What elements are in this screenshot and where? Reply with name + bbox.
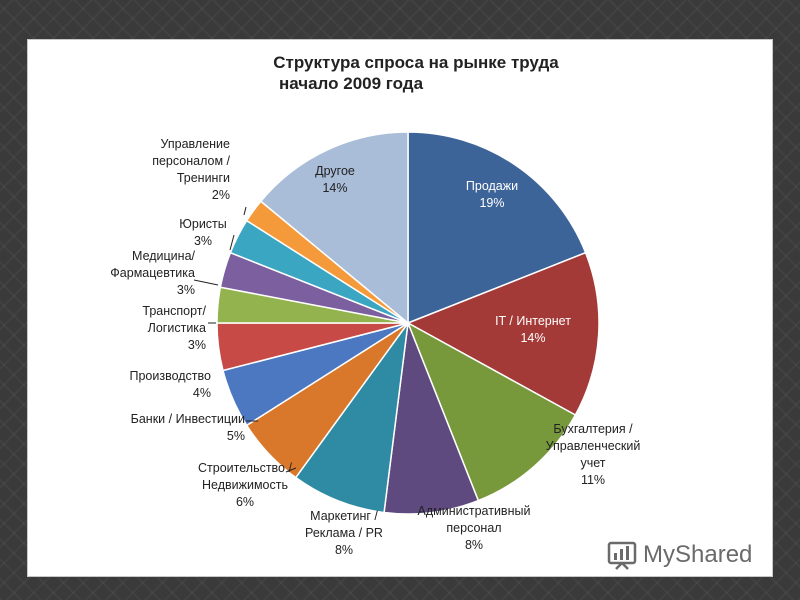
- chart-title-line2: начало 2009 года: [278, 74, 424, 93]
- slice-label-9: Медицина/Фармацевтика 3%: [110, 249, 195, 297]
- leader-line-11: [243, 206, 247, 216]
- slice-label-4: Маркетинг / Реклама / PR 8%: [305, 509, 383, 557]
- slice-label-2: Бухгалтерия / Управленческий учет 11%: [546, 422, 641, 487]
- slice-label-10: Юристы 3%: [179, 217, 227, 248]
- slice-label-6: Банки / Инвестиции 5%: [131, 412, 245, 443]
- pie-slice-2: [406, 321, 577, 502]
- pie-slice-4: [294, 322, 409, 514]
- slice-label-7: Производство 4%: [129, 369, 211, 400]
- pie-slice-3: [383, 322, 480, 515]
- slice-label-0: Продажи 19%: [466, 179, 518, 210]
- pie-slice-12: [259, 131, 409, 325]
- chart-title: Структура спроса на рынке труда начало 2…: [28, 52, 774, 94]
- slice-label-11: Управление персоналом / Тренинги 2%: [152, 137, 230, 202]
- leader-line-5: [285, 467, 297, 473]
- myshared-logo-icon: [607, 541, 637, 570]
- leader-line-10: [229, 234, 235, 251]
- slice-label-12: Другое 14%: [315, 164, 355, 195]
- pie-slice-0: [407, 131, 587, 325]
- pie-chart: Продажи 19% IT / Интернет 14% Бухгалтерия / У…: [110, 131, 641, 557]
- slice-label-1: IT / Интернет 14%: [495, 314, 571, 345]
- slice-label-8: Транспорт/Логистика 3%: [142, 304, 206, 352]
- watermark: MyShared: [607, 537, 752, 573]
- slice-label-3: Административный персонал 8%: [418, 504, 531, 552]
- slice-label-5: Строительство / Недвижимость 6%: [198, 461, 292, 509]
- watermark-text: MyShared: [643, 541, 753, 568]
- pie-slice-1: [406, 251, 600, 417]
- chart-slide: Структура спроса на рынке труда начало 2…: [27, 39, 773, 577]
- chart-title-line1: Структура спроса на рынке труда: [273, 53, 559, 72]
- leader-line-9: [193, 279, 219, 286]
